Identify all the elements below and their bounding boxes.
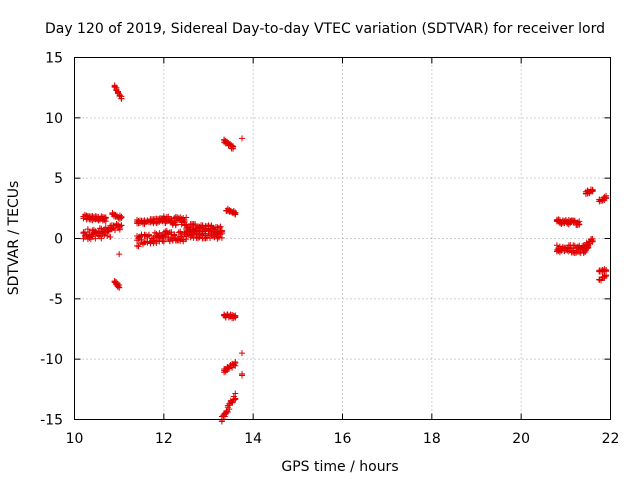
data-point xyxy=(169,220,176,227)
data-point xyxy=(98,235,105,242)
data-point xyxy=(218,229,225,236)
data-point xyxy=(181,217,188,224)
x-tick-label: 16 xyxy=(334,431,352,447)
data-point xyxy=(160,214,167,221)
x-tick-label: 18 xyxy=(423,431,441,447)
data-point xyxy=(135,243,142,250)
data-point xyxy=(153,237,160,244)
data-point xyxy=(165,230,172,237)
data-point xyxy=(217,223,224,230)
y-tick-label: -10 xyxy=(40,352,63,368)
data-point xyxy=(589,186,596,193)
data-point xyxy=(92,235,99,242)
data-point xyxy=(84,226,91,233)
x-tick-label: 20 xyxy=(512,431,530,447)
data-point xyxy=(107,233,114,240)
data-point xyxy=(195,227,202,234)
grid xyxy=(74,57,611,420)
y-tick-label: -5 xyxy=(49,292,63,308)
data-point xyxy=(102,218,109,225)
data-point xyxy=(239,135,245,142)
data-point xyxy=(553,242,560,249)
data-point xyxy=(183,214,190,221)
y-tick-label: 15 xyxy=(45,51,63,67)
data-points xyxy=(80,82,610,425)
x-tick-label: 22 xyxy=(602,431,620,447)
y-tick-label: 10 xyxy=(45,111,63,127)
data-point xyxy=(232,314,239,321)
data-point xyxy=(116,251,123,258)
data-point xyxy=(171,231,178,238)
data-point xyxy=(178,219,185,226)
data-point xyxy=(239,371,245,378)
data-point xyxy=(603,272,610,279)
x-axis-label: GPS time / hours xyxy=(281,459,398,475)
data-point xyxy=(598,277,605,284)
data-point xyxy=(232,359,239,366)
y-tick-labels: -15 -10 -5 0 5 10 15 xyxy=(40,51,63,429)
data-point xyxy=(99,231,106,238)
data-point xyxy=(115,88,122,95)
data-point xyxy=(118,213,125,220)
data-point xyxy=(226,402,233,409)
data-point xyxy=(232,209,239,216)
y-tick-label: -15 xyxy=(40,413,63,429)
data-point xyxy=(218,234,225,241)
data-point xyxy=(159,232,166,239)
y-tick-label: 0 xyxy=(54,232,63,248)
data-point xyxy=(113,84,120,91)
chart-title: Day 120 of 2019, Sidereal Day-to-day VTE… xyxy=(45,21,605,37)
data-point xyxy=(163,230,170,237)
data-point xyxy=(118,222,125,229)
axis-ticks xyxy=(74,57,611,420)
data-point xyxy=(160,237,167,244)
data-point xyxy=(585,241,592,248)
data-point xyxy=(114,280,121,287)
data-point xyxy=(576,218,583,225)
x-tick-label: 12 xyxy=(155,431,173,447)
data-point xyxy=(145,232,152,239)
data-point xyxy=(118,93,125,100)
data-point xyxy=(603,192,610,199)
data-point xyxy=(187,234,194,241)
data-point xyxy=(230,145,237,152)
y-tick-label: 5 xyxy=(54,171,63,187)
x-tick-label: 14 xyxy=(244,431,262,447)
data-point xyxy=(166,238,173,245)
data-point xyxy=(172,221,179,228)
data-point xyxy=(239,350,245,357)
data-point xyxy=(192,220,199,227)
data-point xyxy=(105,227,112,234)
y-axis-label: SDTVAR / TECUs xyxy=(6,181,22,296)
x-tick-labels: 10 12 14 16 18 20 22 xyxy=(66,431,620,447)
data-point xyxy=(232,395,239,402)
data-point xyxy=(589,238,596,245)
x-tick-label: 10 xyxy=(66,431,84,447)
data-point xyxy=(116,284,123,291)
